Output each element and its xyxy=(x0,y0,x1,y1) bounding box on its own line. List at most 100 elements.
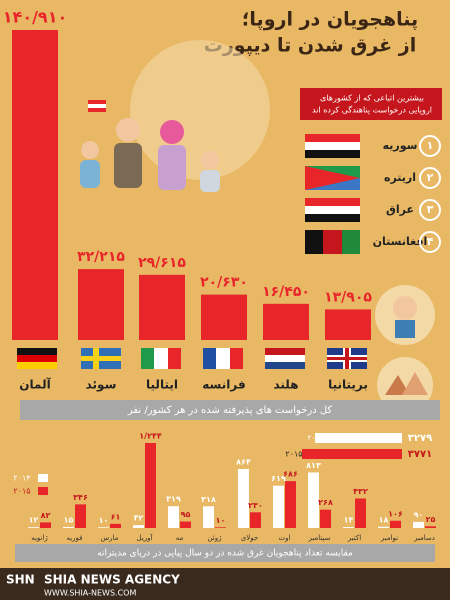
rank-number: ۴ xyxy=(427,235,434,248)
legend-label: ۲۰۱۴ xyxy=(13,474,30,483)
value-label: ۱۴۰/۹۱۰ xyxy=(3,8,67,27)
footer-url: WWW.SHIA-NEWS.COM xyxy=(44,589,136,598)
nationality-name: عراق xyxy=(386,203,414,216)
value-label: ۲۹/۶۱۵ xyxy=(138,255,186,271)
bar xyxy=(238,468,249,528)
bar xyxy=(273,485,284,528)
value-label: ۸۱۳ xyxy=(306,461,321,470)
legend-swatch xyxy=(38,474,48,482)
panel-title: بیشترین اتباعی که از کشورهای xyxy=(320,94,424,103)
flags-origin xyxy=(305,134,360,254)
category-label: ژوئن xyxy=(207,534,222,542)
bar xyxy=(263,303,309,340)
bar xyxy=(343,527,354,528)
value-label: ۱۵ xyxy=(64,515,74,524)
category-label: سوئد xyxy=(86,378,117,393)
bar xyxy=(12,30,58,340)
bar xyxy=(110,523,121,528)
legend-label: ۲۰۱۵ xyxy=(13,487,30,496)
rank-circle xyxy=(419,231,441,253)
value-label: ۱۶/۴۵۰ xyxy=(262,284,310,300)
value-label: ۲۰/۶۳۰ xyxy=(200,275,248,291)
bar xyxy=(78,269,124,340)
illustration xyxy=(80,40,435,413)
category-label: سپتامبر xyxy=(308,534,331,542)
nationality-list: سوریه ۱ اریتره ۲ عراق ۳ افغانستان ۴ xyxy=(373,135,441,253)
value-label: ۹۵ xyxy=(181,510,191,519)
rank-circle xyxy=(419,167,441,189)
bar xyxy=(168,506,179,528)
bar xyxy=(63,526,74,528)
category-label: فوریه xyxy=(66,534,82,542)
chart-caption: مقایسه تعداد پناهجویان غرق شده در دو سال… xyxy=(97,549,353,559)
category-label: آوریل xyxy=(137,533,154,542)
caption-band xyxy=(15,544,435,562)
bar xyxy=(180,521,191,528)
bar xyxy=(325,309,371,340)
category-label: بریتانیا xyxy=(328,378,368,392)
title-line: از غرق شدن تا دیپورت xyxy=(204,35,416,57)
bar xyxy=(250,512,261,528)
value-label: ۱۰ xyxy=(216,516,226,525)
bar xyxy=(145,443,156,528)
value-label: ۲۶۸ xyxy=(318,498,333,507)
value-label: ۶۱۹ xyxy=(271,474,286,483)
category-label: اکتبر xyxy=(347,534,361,542)
bar xyxy=(28,527,39,528)
value-label: ۲۵ xyxy=(426,515,436,524)
bar xyxy=(378,526,389,528)
rank-circle xyxy=(419,199,441,221)
bar xyxy=(139,274,185,340)
chart-caption: کل درخواست های پذیرفته شده در هر کشور/ ن… xyxy=(127,405,333,416)
category-label: مارس xyxy=(101,534,119,542)
bar xyxy=(75,504,86,528)
value-label: ۱۲ xyxy=(29,516,39,525)
category-label: ایتالیا xyxy=(146,378,178,392)
value-label: ۳۱۹ xyxy=(166,495,181,504)
total-label: ۳۲۷۹ xyxy=(408,433,432,444)
panel-title: اروپایی درخواست پناهندگی کرده اند xyxy=(312,105,432,115)
value-label: ۱۸ xyxy=(379,515,389,524)
rank-circle xyxy=(419,135,441,157)
flags-destination xyxy=(17,348,367,369)
nationality-name: سوریه xyxy=(383,139,418,152)
bar xyxy=(40,522,51,528)
category-label: مه xyxy=(176,534,184,542)
value-label: ۳۴۶ xyxy=(73,493,88,502)
category-label: آلمان xyxy=(19,377,51,392)
value-label: ۸۶۴ xyxy=(236,457,251,466)
value-label: ۳۲/۲۱۵ xyxy=(77,249,125,265)
category-label: نوامبر xyxy=(380,534,398,542)
category-label: فرانسه xyxy=(202,378,245,392)
rank-number: ۳ xyxy=(427,203,434,216)
bar xyxy=(285,481,296,528)
total-legend: ۲۰۱۵ xyxy=(285,450,302,459)
value-label: ۲۳۰ xyxy=(248,501,263,510)
bar xyxy=(413,521,424,528)
bar xyxy=(201,294,247,340)
value-label: ۱۰۶ xyxy=(388,509,403,518)
bar xyxy=(390,520,401,528)
bar xyxy=(203,506,214,528)
footer-agency: SHIA NEWS AGENCY xyxy=(44,573,180,587)
value-label: ۳۱۸ xyxy=(201,495,216,504)
bar xyxy=(215,527,226,528)
value-label: ۱۰ xyxy=(99,516,109,525)
value-label: ۴۲ xyxy=(134,514,144,523)
value-label: ۱۳/۹۰۵ xyxy=(324,289,372,305)
value-label: ۹۰ xyxy=(414,510,424,519)
category-label: هلند xyxy=(273,378,298,392)
total-legend: ۲۰۱۴ xyxy=(307,434,324,443)
legend-swatch xyxy=(38,487,48,495)
value-label: ۱۴ xyxy=(344,516,354,525)
bar xyxy=(355,498,366,528)
rank-number: ۱ xyxy=(427,139,434,152)
total-bar xyxy=(302,449,402,459)
category-label: ژانویه xyxy=(31,534,48,542)
bar xyxy=(133,525,144,528)
nationality-name: اریتره xyxy=(384,171,416,184)
value-label: ۸۲ xyxy=(41,511,51,520)
value-label: ۴۳۲ xyxy=(353,487,368,496)
category-label: اوت xyxy=(279,534,291,542)
